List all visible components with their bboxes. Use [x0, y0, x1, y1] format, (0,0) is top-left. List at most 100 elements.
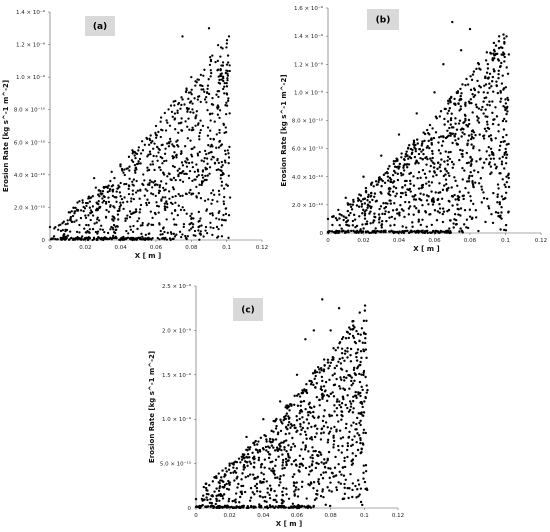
y-tick-label: 5.0 × 10⁻¹⁰ [160, 461, 192, 468]
scatter-point [355, 329, 358, 333]
scatter-point [268, 496, 272, 500]
scatter-point [344, 337, 348, 340]
scatter-point [163, 205, 166, 208]
scatter-point [174, 154, 178, 157]
scatter-point [338, 403, 341, 407]
scatter-point [210, 71, 213, 75]
scatter-point [311, 460, 314, 463]
scatter-point [366, 204, 370, 207]
scatter-point [376, 229, 379, 233]
scatter-point [304, 433, 308, 437]
scatter-point [125, 217, 129, 220]
scatter-point [191, 161, 194, 164]
scatter-point [140, 232, 143, 235]
x-tick-label: 0.06 [428, 238, 441, 244]
scatter-point [57, 228, 60, 231]
scatter-point [340, 418, 343, 421]
scatter-point [349, 205, 353, 209]
scatter-point [363, 217, 367, 220]
scatter-point [293, 505, 296, 508]
scatter-point [360, 230, 363, 233]
scatter-point [221, 171, 224, 175]
scatter-point [407, 157, 410, 160]
scatter-point [158, 148, 161, 152]
scatter-point [229, 471, 232, 475]
scatter-point [351, 438, 354, 441]
scatter-point [203, 157, 206, 160]
scatter-point [149, 210, 152, 213]
x-tick-label: 0.04 [257, 513, 270, 519]
scatter-point [168, 124, 172, 127]
scatter-point [364, 469, 368, 473]
scatter-point [122, 238, 126, 241]
scatter-point [461, 131, 464, 134]
scatter-point [305, 437, 308, 440]
scatter-point [482, 191, 485, 194]
scatter-point [135, 210, 138, 213]
scatter-point [262, 418, 265, 421]
scatter-point [155, 155, 158, 158]
scatter-point [174, 179, 177, 182]
scatter-point [337, 481, 340, 484]
scatter-point [469, 155, 472, 159]
scatter-point [399, 191, 403, 195]
scatter-point [223, 85, 226, 88]
scatter-point [370, 205, 373, 208]
scatter-point [425, 163, 428, 166]
scatter-point [349, 374, 352, 378]
scatter-point [425, 182, 428, 185]
scatter-point [173, 235, 177, 238]
scatter-point [343, 231, 347, 234]
scatter-point [500, 211, 503, 214]
scatter-point [322, 385, 326, 388]
scatter-point [216, 506, 219, 509]
scatter-point [71, 214, 75, 218]
scatter-point [335, 218, 339, 222]
scatter-point [158, 223, 161, 226]
scatter-point [418, 148, 421, 151]
scatter-point [364, 375, 367, 379]
scatter-point [176, 109, 179, 112]
scatter-point [73, 212, 76, 215]
scatter-point [279, 429, 283, 433]
scatter-point [167, 145, 171, 148]
scatter-point [494, 44, 498, 47]
scatter-point [225, 46, 228, 49]
scatter-point [318, 368, 321, 371]
scatter-point [462, 197, 465, 201]
scatter-point [320, 385, 323, 388]
y-tick-label: 2.0 × 10⁻⁹ [162, 327, 191, 334]
scatter-point [431, 231, 434, 234]
y-tick-label: 6.0 × 10⁻¹⁰ [14, 139, 46, 146]
scatter-point [185, 161, 188, 164]
scatter-point [82, 205, 85, 209]
scatter-point [346, 406, 349, 410]
scatter-point [179, 171, 183, 175]
scatter-point [209, 69, 212, 72]
scatter-point [416, 142, 419, 145]
x-tick-label: 0.08 [464, 238, 477, 244]
scatter-point [343, 359, 346, 362]
scatter-point [281, 502, 284, 505]
scatter-point [227, 161, 230, 165]
scatter-point [308, 401, 311, 405]
scatter-point [351, 462, 355, 465]
scatter-point [505, 133, 508, 137]
scatter-point [492, 52, 495, 55]
scatter-point [99, 228, 102, 231]
scatter-point [220, 64, 223, 67]
scatter-point [333, 372, 336, 375]
scatter-point [419, 156, 422, 160]
scatter-point [134, 171, 137, 174]
scatter-point [395, 192, 399, 195]
scatter-point [224, 112, 228, 116]
scatter-point [420, 198, 423, 202]
scatter-point [284, 414, 287, 417]
scatter-point [363, 210, 367, 213]
scatter-point [338, 224, 341, 227]
scatter-point [331, 391, 334, 394]
scatter-point [410, 152, 414, 156]
scatter-point [206, 109, 209, 112]
scatter-point [154, 183, 157, 186]
scatter-point [299, 404, 302, 407]
